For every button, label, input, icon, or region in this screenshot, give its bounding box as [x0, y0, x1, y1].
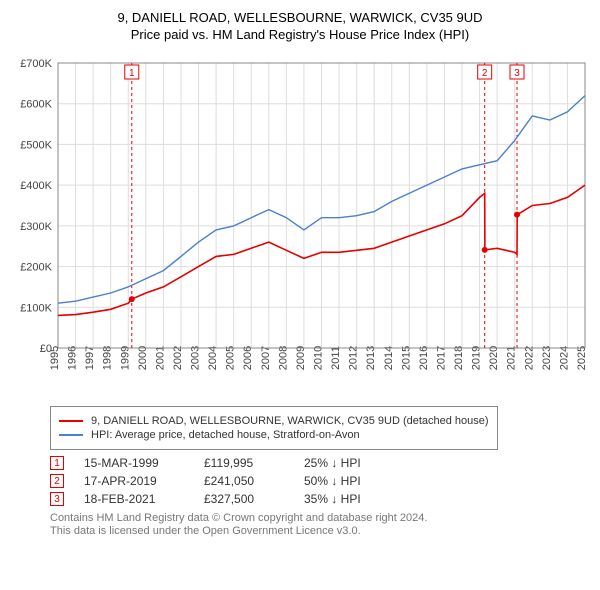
event-delta: 50% ↓ HPI	[304, 474, 404, 488]
svg-text:£600K: £600K	[20, 99, 52, 111]
svg-text:2010: 2010	[313, 346, 325, 370]
legend-label: 9, DANIELL ROAD, WELLESBOURNE, WARWICK, …	[91, 415, 489, 427]
legend: 9, DANIELL ROAD, WELLESBOURNE, WARWICK, …	[50, 406, 498, 450]
event-date: 18-FEB-2021	[84, 492, 204, 506]
svg-text:2007: 2007	[260, 346, 272, 370]
line-chart: £0£100K£200K£300K£400K£500K£600K£700K199…	[10, 53, 590, 398]
title-address: 9, DANIELL ROAD, WELLESBOURNE, WARWICK, …	[10, 10, 590, 25]
event-marker-3: 3	[50, 492, 64, 506]
license-line-2: This data is licensed under the Open Gov…	[50, 525, 590, 537]
svg-text:1997: 1997	[84, 346, 96, 370]
svg-text:2018: 2018	[453, 346, 465, 370]
svg-text:2013: 2013	[365, 346, 377, 370]
chart-container: 9, DANIELL ROAD, WELLESBOURNE, WARWICK, …	[0, 0, 600, 537]
svg-text:2009: 2009	[295, 346, 307, 370]
svg-text:1998: 1998	[102, 346, 114, 370]
svg-text:£300K: £300K	[20, 221, 52, 233]
event-num-3: 3	[514, 68, 520, 79]
svg-text:2008: 2008	[277, 346, 289, 370]
event-point-2	[482, 247, 488, 253]
event-row-1: 1 15-MAR-1999£119,99525% ↓ HPI	[50, 456, 590, 470]
svg-text:2000: 2000	[137, 346, 149, 370]
svg-text:2002: 2002	[172, 346, 184, 370]
event-row-3: 3 18-FEB-2021£327,50035% ↓ HPI	[50, 492, 590, 506]
plot-area: £0£100K£200K£300K£400K£500K£600K£700K199…	[10, 53, 590, 398]
svg-text:£700K: £700K	[20, 58, 52, 70]
event-point-1	[129, 296, 135, 302]
event-num-1: 1	[129, 68, 135, 79]
event-date: 15-MAR-1999	[84, 456, 204, 470]
svg-text:2006: 2006	[242, 346, 254, 370]
event-marker-2: 2	[50, 474, 64, 488]
title-subtitle: Price paid vs. HM Land Registry's House …	[10, 27, 590, 42]
svg-text:£100K: £100K	[20, 302, 52, 314]
svg-text:2019: 2019	[471, 346, 483, 370]
license-line-1: Contains HM Land Registry data © Crown c…	[50, 512, 590, 524]
license-block: Contains HM Land Registry data © Crown c…	[50, 512, 590, 537]
svg-text:£400K: £400K	[20, 180, 52, 192]
svg-text:2021: 2021	[506, 346, 518, 370]
svg-text:2020: 2020	[488, 346, 500, 370]
event-point-3	[514, 212, 520, 218]
event-row-2: 2 17-APR-2019£241,05050% ↓ HPI	[50, 474, 590, 488]
legend-swatch	[59, 434, 83, 436]
svg-text:2011: 2011	[330, 346, 342, 370]
event-delta: 25% ↓ HPI	[304, 456, 404, 470]
svg-text:£500K: £500K	[20, 139, 52, 151]
svg-text:2025: 2025	[576, 346, 588, 370]
svg-text:2001: 2001	[154, 346, 166, 370]
event-price: £119,995	[204, 456, 304, 470]
svg-text:2005: 2005	[225, 346, 237, 370]
legend-row-1: HPI: Average price, detached house, Stra…	[59, 429, 489, 441]
svg-text:2014: 2014	[383, 346, 395, 370]
event-delta: 35% ↓ HPI	[304, 492, 404, 506]
svg-text:2024: 2024	[558, 346, 570, 370]
svg-text:2017: 2017	[435, 346, 447, 370]
svg-text:2022: 2022	[523, 346, 535, 370]
svg-text:1995: 1995	[49, 346, 61, 370]
event-price: £241,050	[204, 474, 304, 488]
svg-text:2012: 2012	[348, 346, 360, 370]
svg-text:2016: 2016	[418, 346, 430, 370]
event-price: £327,500	[204, 492, 304, 506]
svg-text:1996: 1996	[67, 346, 79, 370]
legend-swatch	[59, 420, 83, 422]
svg-text:2003: 2003	[190, 346, 202, 370]
event-date: 17-APR-2019	[84, 474, 204, 488]
svg-text:1999: 1999	[119, 346, 131, 370]
svg-text:2023: 2023	[541, 346, 553, 370]
svg-text:2015: 2015	[400, 346, 412, 370]
event-table: 1 15-MAR-1999£119,99525% ↓ HPI 2 17-APR-201…	[50, 456, 590, 506]
legend-row-0: 9, DANIELL ROAD, WELLESBOURNE, WARWICK, …	[59, 415, 489, 427]
event-num-2: 2	[482, 68, 488, 79]
event-marker-1: 1	[50, 456, 64, 470]
legend-label: HPI: Average price, detached house, Stra…	[91, 429, 360, 441]
svg-text:2004: 2004	[207, 346, 219, 370]
title-block: 9, DANIELL ROAD, WELLESBOURNE, WARWICK, …	[0, 0, 600, 48]
svg-text:£200K: £200K	[20, 262, 52, 274]
